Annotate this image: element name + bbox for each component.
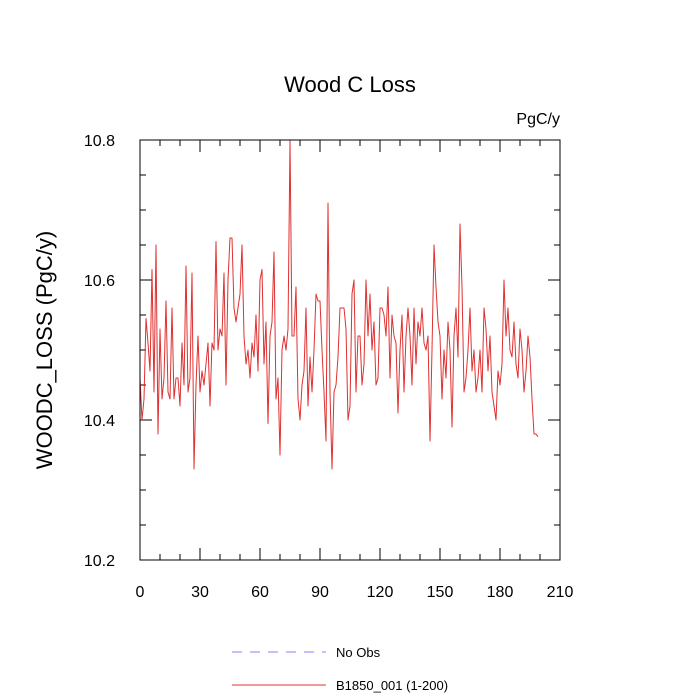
x-tick-label: 60 [251,584,269,601]
x-tick-label: 0 [136,584,145,601]
chart-title: Wood C Loss [284,72,416,97]
x-tick-label: 90 [311,584,329,601]
y-tick-label: 10.8 [84,133,115,150]
legend-label-no-obs: No Obs [336,645,381,660]
y-axis-label: WOODC_LOSS (PgC/y) [32,231,57,469]
units-label: PgC/y [516,111,560,128]
series-line [139,139,539,470]
legend-label-b1850: B1850_001 (1-200) [336,678,448,693]
x-tick-label: 120 [367,584,394,601]
y-tick-label: 10.4 [84,413,115,430]
x-tick-label: 180 [487,584,514,601]
tick-labels: 0 30 60 90 120 150 180 210 10.2 10.4 10.6 10.8 [84,133,574,601]
x-tick-label: 150 [427,584,454,601]
legend: No Obs B1850_001 (1-200) [232,645,448,693]
y-tick-label: 10.2 [84,553,115,570]
plot-frame [139,139,561,561]
x-tick-label: 210 [547,584,574,601]
ticks [139,139,561,561]
x-tick-label: 30 [191,584,209,601]
series-layer [139,139,539,470]
y-tick-label: 10.6 [84,273,115,290]
